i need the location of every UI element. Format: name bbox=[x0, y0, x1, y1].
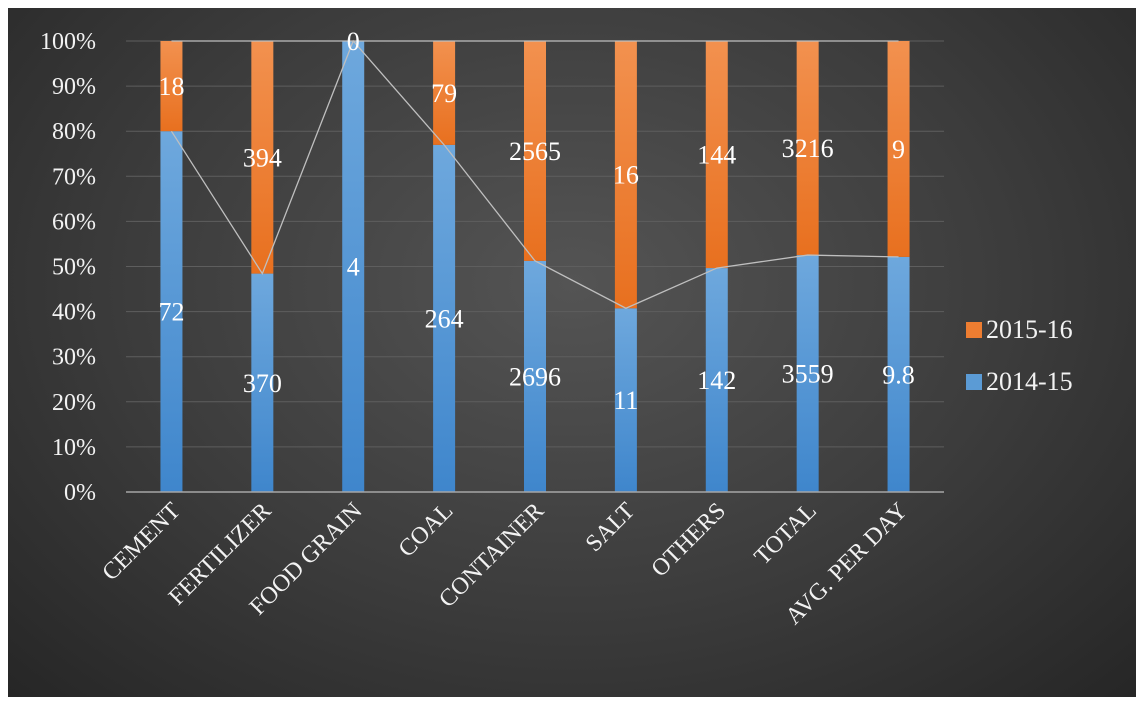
y-axis-tick-labels: 0% 10% 20% 30% 40% 50% 60% 70% 80% 90% 100% bbox=[40, 29, 96, 506]
data-label-2015-16: 0 bbox=[347, 27, 360, 56]
x-category-label: CEMENT bbox=[98, 498, 186, 586]
stacked-percent-bar-chart: 0% 10% 20% 30% 40% 50% 60% 70% 80% 90% 100% 72 18 370… bbox=[8, 8, 1136, 697]
bars bbox=[160, 41, 909, 492]
y-tick-label: 20% bbox=[52, 390, 96, 416]
data-label-2014-15: 72 bbox=[158, 298, 184, 327]
y-tick-label: 60% bbox=[52, 209, 96, 235]
legend-swatch bbox=[966, 322, 982, 338]
legend: 2015-16 2014-15 bbox=[966, 315, 1073, 396]
data-label-2015-16: 18 bbox=[158, 72, 184, 101]
y-tick-label: 70% bbox=[52, 164, 96, 190]
data-label-2014-15: 370 bbox=[243, 369, 282, 398]
legend-label: 2014-15 bbox=[986, 367, 1073, 396]
data-label-2014-15: 4 bbox=[347, 253, 360, 282]
y-tick-label: 30% bbox=[52, 345, 96, 371]
y-tick-label: 80% bbox=[52, 119, 96, 145]
data-label-2015-16: 3216 bbox=[782, 134, 834, 163]
y-tick-label: 100% bbox=[40, 29, 96, 55]
y-tick-label: 10% bbox=[52, 435, 96, 461]
data-label-2015-16: 394 bbox=[243, 143, 282, 172]
data-label-2015-16: 144 bbox=[697, 141, 736, 170]
chart-frame: 0% 10% 20% 30% 40% 50% 60% 70% 80% 90% 100% 72 18 370… bbox=[8, 8, 1136, 697]
x-category-label: SALT bbox=[581, 498, 640, 557]
x-category-label: COAL bbox=[394, 498, 459, 563]
y-tick-label: 40% bbox=[52, 300, 96, 326]
y-tick-label: 90% bbox=[52, 74, 96, 100]
data-label-2015-16: 16 bbox=[613, 161, 639, 190]
data-label-2015-16: 9 bbox=[892, 135, 905, 164]
data-label-2014-15: 142 bbox=[697, 366, 736, 395]
y-tick-label: 0% bbox=[64, 480, 96, 506]
data-label-2014-15: 11 bbox=[613, 386, 638, 415]
data-label-2014-15: 3559 bbox=[782, 360, 834, 389]
data-label-2014-15: 2696 bbox=[509, 362, 561, 391]
x-category-label: OTHERS bbox=[647, 498, 731, 582]
data-label-2015-16: 2565 bbox=[509, 137, 561, 166]
x-category-label: TOTAL bbox=[750, 498, 822, 570]
legend-swatch bbox=[966, 374, 982, 390]
legend-label: 2015-16 bbox=[986, 315, 1073, 344]
data-label-2014-15: 264 bbox=[425, 304, 464, 333]
data-label-2015-16: 79 bbox=[431, 79, 457, 108]
data-label-2014-15: 9.8 bbox=[882, 360, 915, 389]
y-tick-label: 50% bbox=[52, 255, 96, 281]
